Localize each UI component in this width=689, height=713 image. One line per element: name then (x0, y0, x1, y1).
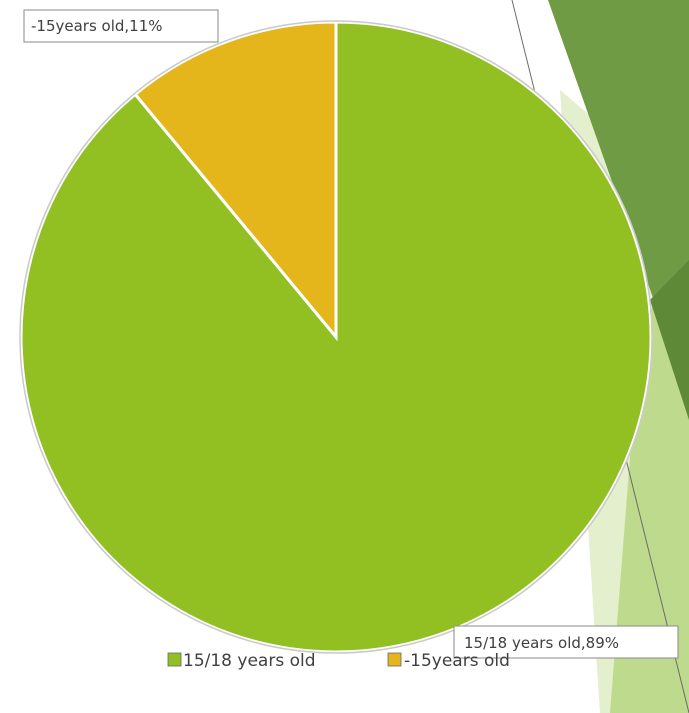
data-label-2: -15years old,11% (23, 9, 219, 43)
data-label-box-1 (453, 625, 679, 659)
pie-group (19, 20, 653, 654)
legend-swatch-under-15 (387, 652, 402, 667)
legend-label-under-15: -15years old (404, 651, 510, 671)
pie-slice-under-15 (133, 20, 338, 342)
pie-outline (19, 20, 653, 654)
data-label-1: 15/18 years old,89% (453, 625, 679, 659)
legend-label-15-18: 15/18 years old (183, 651, 316, 671)
data-label-box-2 (23, 9, 219, 43)
decor-dark-lower (650, 260, 689, 420)
data-label-text-2: -15years old,11% (31, 17, 163, 35)
pie-slice-15-18 (19, 20, 653, 654)
legend: 15/18 years old -15years old (167, 651, 510, 671)
legend-swatch-15-18 (167, 652, 182, 667)
data-label-text-1: 15/18 years old,89% (464, 634, 619, 652)
